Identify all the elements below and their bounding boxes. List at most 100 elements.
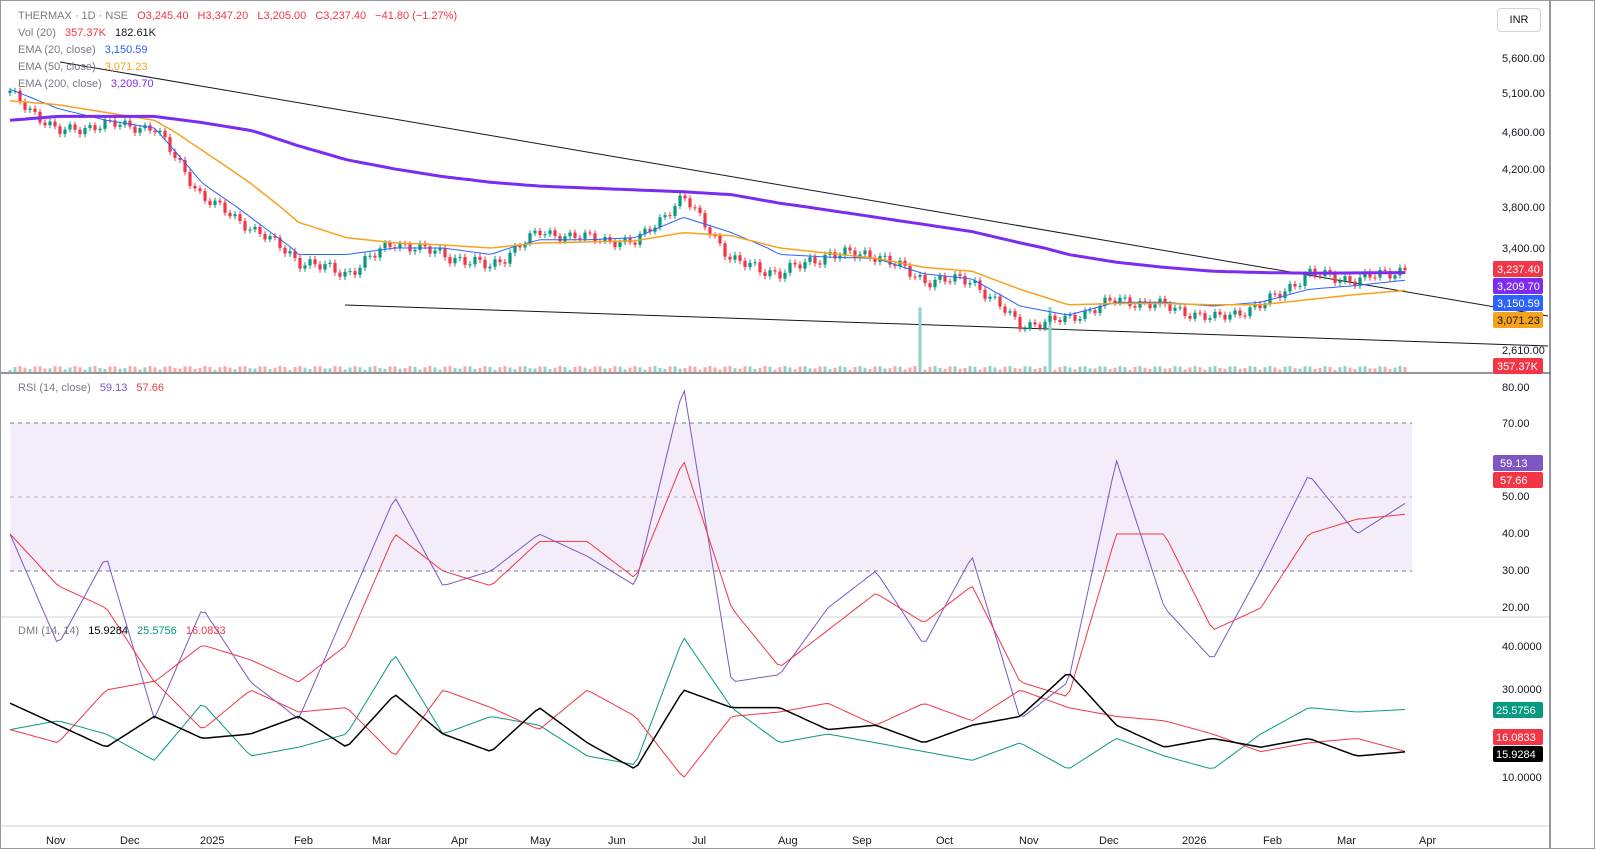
candle (98, 126, 101, 133)
volume-legend[interactable]: Vol (20) 357.37K 182.61K (18, 27, 162, 39)
rsi-tick-label: 40.00 (1502, 528, 1530, 540)
volume-bar (909, 367, 912, 372)
volume-bar (1384, 367, 1387, 372)
candle (353, 268, 356, 278)
candle (783, 269, 786, 281)
volume-bar (549, 369, 552, 372)
volume-bar (754, 369, 757, 372)
ema50-legend-value: 3,071.23 (105, 61, 148, 73)
volume-bar (1314, 369, 1317, 372)
volume-bar (1369, 368, 1372, 372)
symbol-title[interactable]: THERMAX · 1D · NSE (18, 10, 128, 22)
ohlc-high: H3,347.20 (198, 10, 249, 22)
volume-bar (399, 369, 402, 372)
lower-trendline[interactable] (345, 305, 1548, 346)
volume-bar (834, 368, 837, 372)
candle (303, 262, 306, 272)
candle (1278, 291, 1281, 301)
volume-bar (454, 368, 457, 372)
candle (1238, 307, 1241, 318)
price-tick-label: 3,800.00 (1502, 202, 1545, 214)
volume-bar (394, 366, 397, 372)
dmi-legend[interactable]: DMI (14, 14) 15.9284 25.5756 16.0833 (18, 625, 232, 637)
volume-bar (574, 367, 577, 372)
candle (333, 259, 336, 275)
volume-bar (634, 366, 637, 372)
candle (498, 256, 501, 266)
ema200-legend-value: 3,209.70 (111, 78, 154, 90)
symbol-legend[interactable]: THERMAX · 1D · NSE O3,245.40 H3,347.20 L… (18, 10, 463, 22)
volume-bar (189, 366, 192, 372)
volume-bar (439, 370, 442, 372)
adx-badge: 15.9284 (1493, 746, 1543, 762)
candle (503, 259, 506, 267)
time-axis[interactable]: Nov Dec 2025 Feb Mar Apr May Jun Jul Aug… (46, 835, 1436, 847)
candle (313, 256, 316, 268)
volume-bar (274, 368, 277, 372)
ema50-badge-text: 3,071.23 (1497, 315, 1540, 327)
dmi-tick-label: 10.0000 (1502, 772, 1542, 784)
rsi-ma-badge: 57.66 (1493, 472, 1543, 488)
candle (1053, 313, 1056, 323)
volume-bar (534, 368, 537, 372)
volume-bar (1074, 369, 1077, 372)
volume-bar (329, 368, 332, 372)
volume-bar (779, 367, 782, 372)
volume-bar (1069, 368, 1072, 372)
ema200-legend[interactable]: EMA (200, close) 3,209.70 (18, 78, 160, 90)
volume-bar (129, 366, 132, 372)
candle (1243, 313, 1246, 320)
volume-bar (884, 369, 887, 372)
volume-bar (644, 370, 647, 372)
volume-bar (169, 366, 172, 372)
volume-bar (1269, 366, 1272, 372)
volume-bar (1044, 366, 1047, 372)
volume-bar (164, 367, 167, 372)
candle (58, 123, 61, 137)
volume-bar (419, 370, 422, 372)
volume-bar (1354, 369, 1357, 372)
candle (733, 252, 736, 263)
candle (33, 106, 36, 115)
volume-bar (1339, 367, 1342, 372)
candle (1148, 299, 1151, 311)
volume-bar (404, 368, 407, 372)
candle (263, 231, 266, 242)
volume-bar (84, 370, 87, 372)
volume-bar (544, 367, 547, 372)
volume-bar (319, 366, 322, 372)
candle (338, 269, 341, 280)
volume-bar (1014, 368, 1017, 372)
rsi-legend[interactable]: RSI (14, close) 59.13 57.66 (18, 382, 170, 394)
currency-button[interactable]: INR (1497, 8, 1541, 32)
volume-bar (1199, 367, 1202, 372)
volume-bar (1264, 367, 1267, 372)
candle (468, 261, 471, 268)
volume-bar (1094, 368, 1097, 372)
volume-bar (739, 369, 742, 372)
candle (728, 253, 731, 263)
volume-bar (29, 369, 32, 372)
ema50-legend[interactable]: EMA (50, close) 3,071.23 (18, 61, 154, 73)
candle (683, 193, 686, 202)
ema20-legend[interactable]: EMA (20, close) 3,150.59 (18, 44, 154, 56)
volume-bar (819, 366, 822, 372)
candle (1018, 314, 1021, 332)
volume-bar (114, 366, 117, 372)
candle (193, 183, 196, 192)
candle (183, 157, 186, 176)
candle (768, 267, 771, 279)
dmi-tick-label: 40.0000 (1502, 641, 1542, 653)
candle (1088, 307, 1091, 313)
volume-bar (139, 370, 142, 372)
volume-bar (1024, 366, 1027, 372)
volume-bar (589, 369, 592, 372)
candle (758, 259, 761, 276)
plus-di-line (10, 638, 1405, 768)
price-tick-label: 4,200.00 (1502, 164, 1545, 176)
candle (243, 218, 246, 233)
volume-bar (934, 366, 937, 372)
candle (138, 125, 141, 136)
volume-bar (809, 368, 812, 372)
